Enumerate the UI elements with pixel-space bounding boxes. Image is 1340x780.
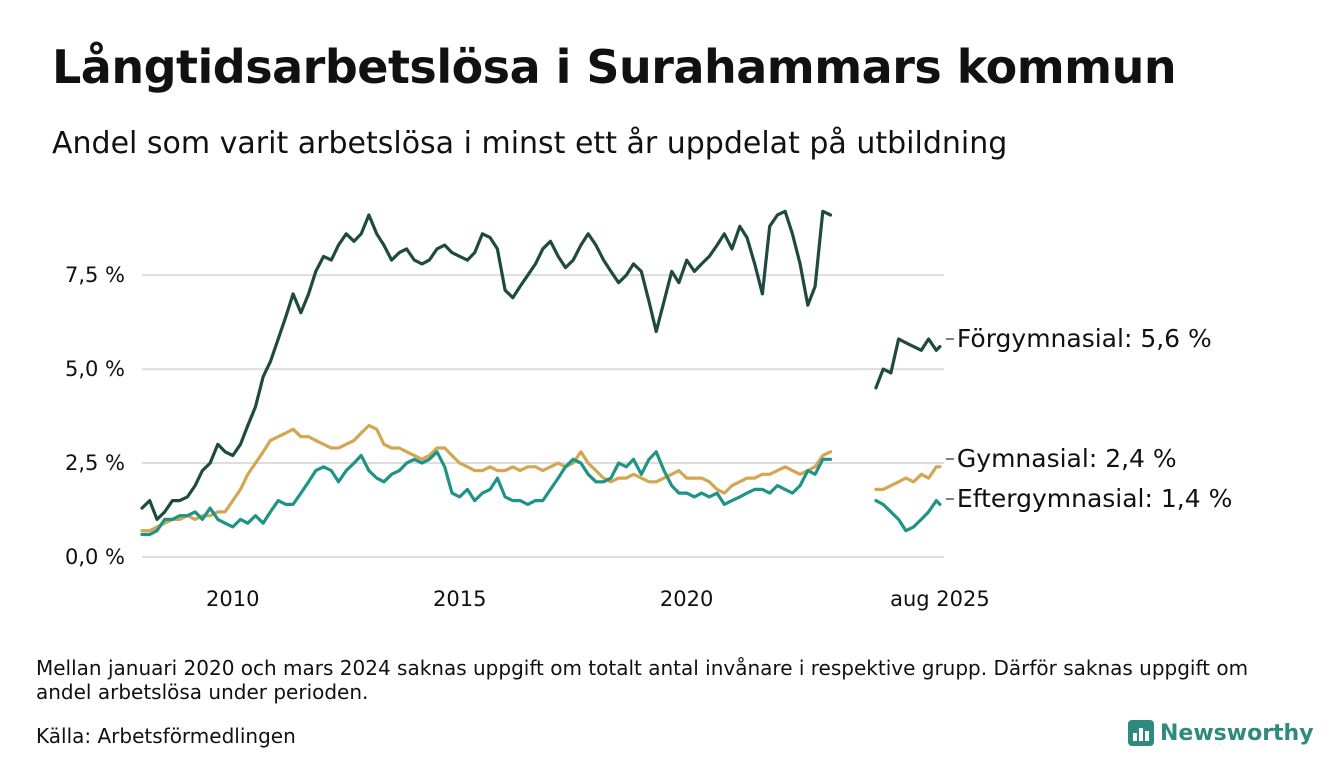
series-line-förgymnasial-0	[140, 209, 833, 521]
y-tick-label-1: 2,5 %	[65, 451, 125, 475]
chart-title: Långtidsarbetslösa i Surahammars kommun	[52, 40, 1177, 94]
footnote: Mellan januari 2020 och mars 2024 saknas…	[36, 656, 1249, 704]
series-gymnasial	[140, 423, 942, 533]
series-line-eftergymnasial-1	[874, 499, 942, 533]
series-line-gymnasial-0	[140, 423, 833, 533]
series-eftergymnasial	[140, 450, 942, 537]
x-tick-label-2: 2020	[660, 587, 713, 611]
y-tick-label-3: 7,5 %	[65, 263, 125, 287]
x-tick-label-1: 2015	[433, 587, 486, 611]
x-tick-label-3: aug 2025	[890, 587, 990, 611]
end-labels: Förgymnasial: 5,6 % Gymnasial: 2,4 % Efter…	[945, 324, 1232, 513]
source-note: Källa: Arbetsförmedlingen	[36, 724, 296, 748]
series-line-förgymnasial-1	[874, 337, 942, 390]
series-line-eftergymnasial-0	[140, 450, 833, 537]
grid-lines	[142, 274, 944, 558]
end-label-gymnasial: Gymnasial: 2,4 %	[957, 444, 1177, 473]
x-tick-label-0: 2010	[206, 587, 259, 611]
end-label-förgymnasial: Förgymnasial: 5,6 %	[957, 324, 1212, 353]
y-axis-ticks: 0,0 % 2,5 % 5,0 % 7,5 %	[65, 263, 125, 569]
end-label-eftergymnasial: Eftergymnasial: 1,4 %	[957, 484, 1232, 513]
line-chart: 0,0 % 2,5 % 5,0 % 7,5 % 2010 2015 2020 aug 202…	[65, 209, 1232, 611]
series-lines	[140, 209, 942, 537]
brand-name: Newsworthy	[1160, 720, 1314, 746]
y-tick-label-0: 0,0 %	[65, 545, 125, 569]
chart-subtitle: Andel som varit arbetslösa i minst ett å…	[52, 126, 1008, 161]
series-line-gymnasial-1	[874, 465, 942, 491]
x-axis-ticks: 2010 2015 2020 aug 2025	[206, 587, 990, 611]
y-tick-label-2: 5,0 %	[65, 357, 125, 381]
bar-chart-icon	[1128, 720, 1154, 746]
series-förgymnasial	[140, 209, 942, 521]
brand-logo: Newsworthy	[1128, 718, 1314, 748]
